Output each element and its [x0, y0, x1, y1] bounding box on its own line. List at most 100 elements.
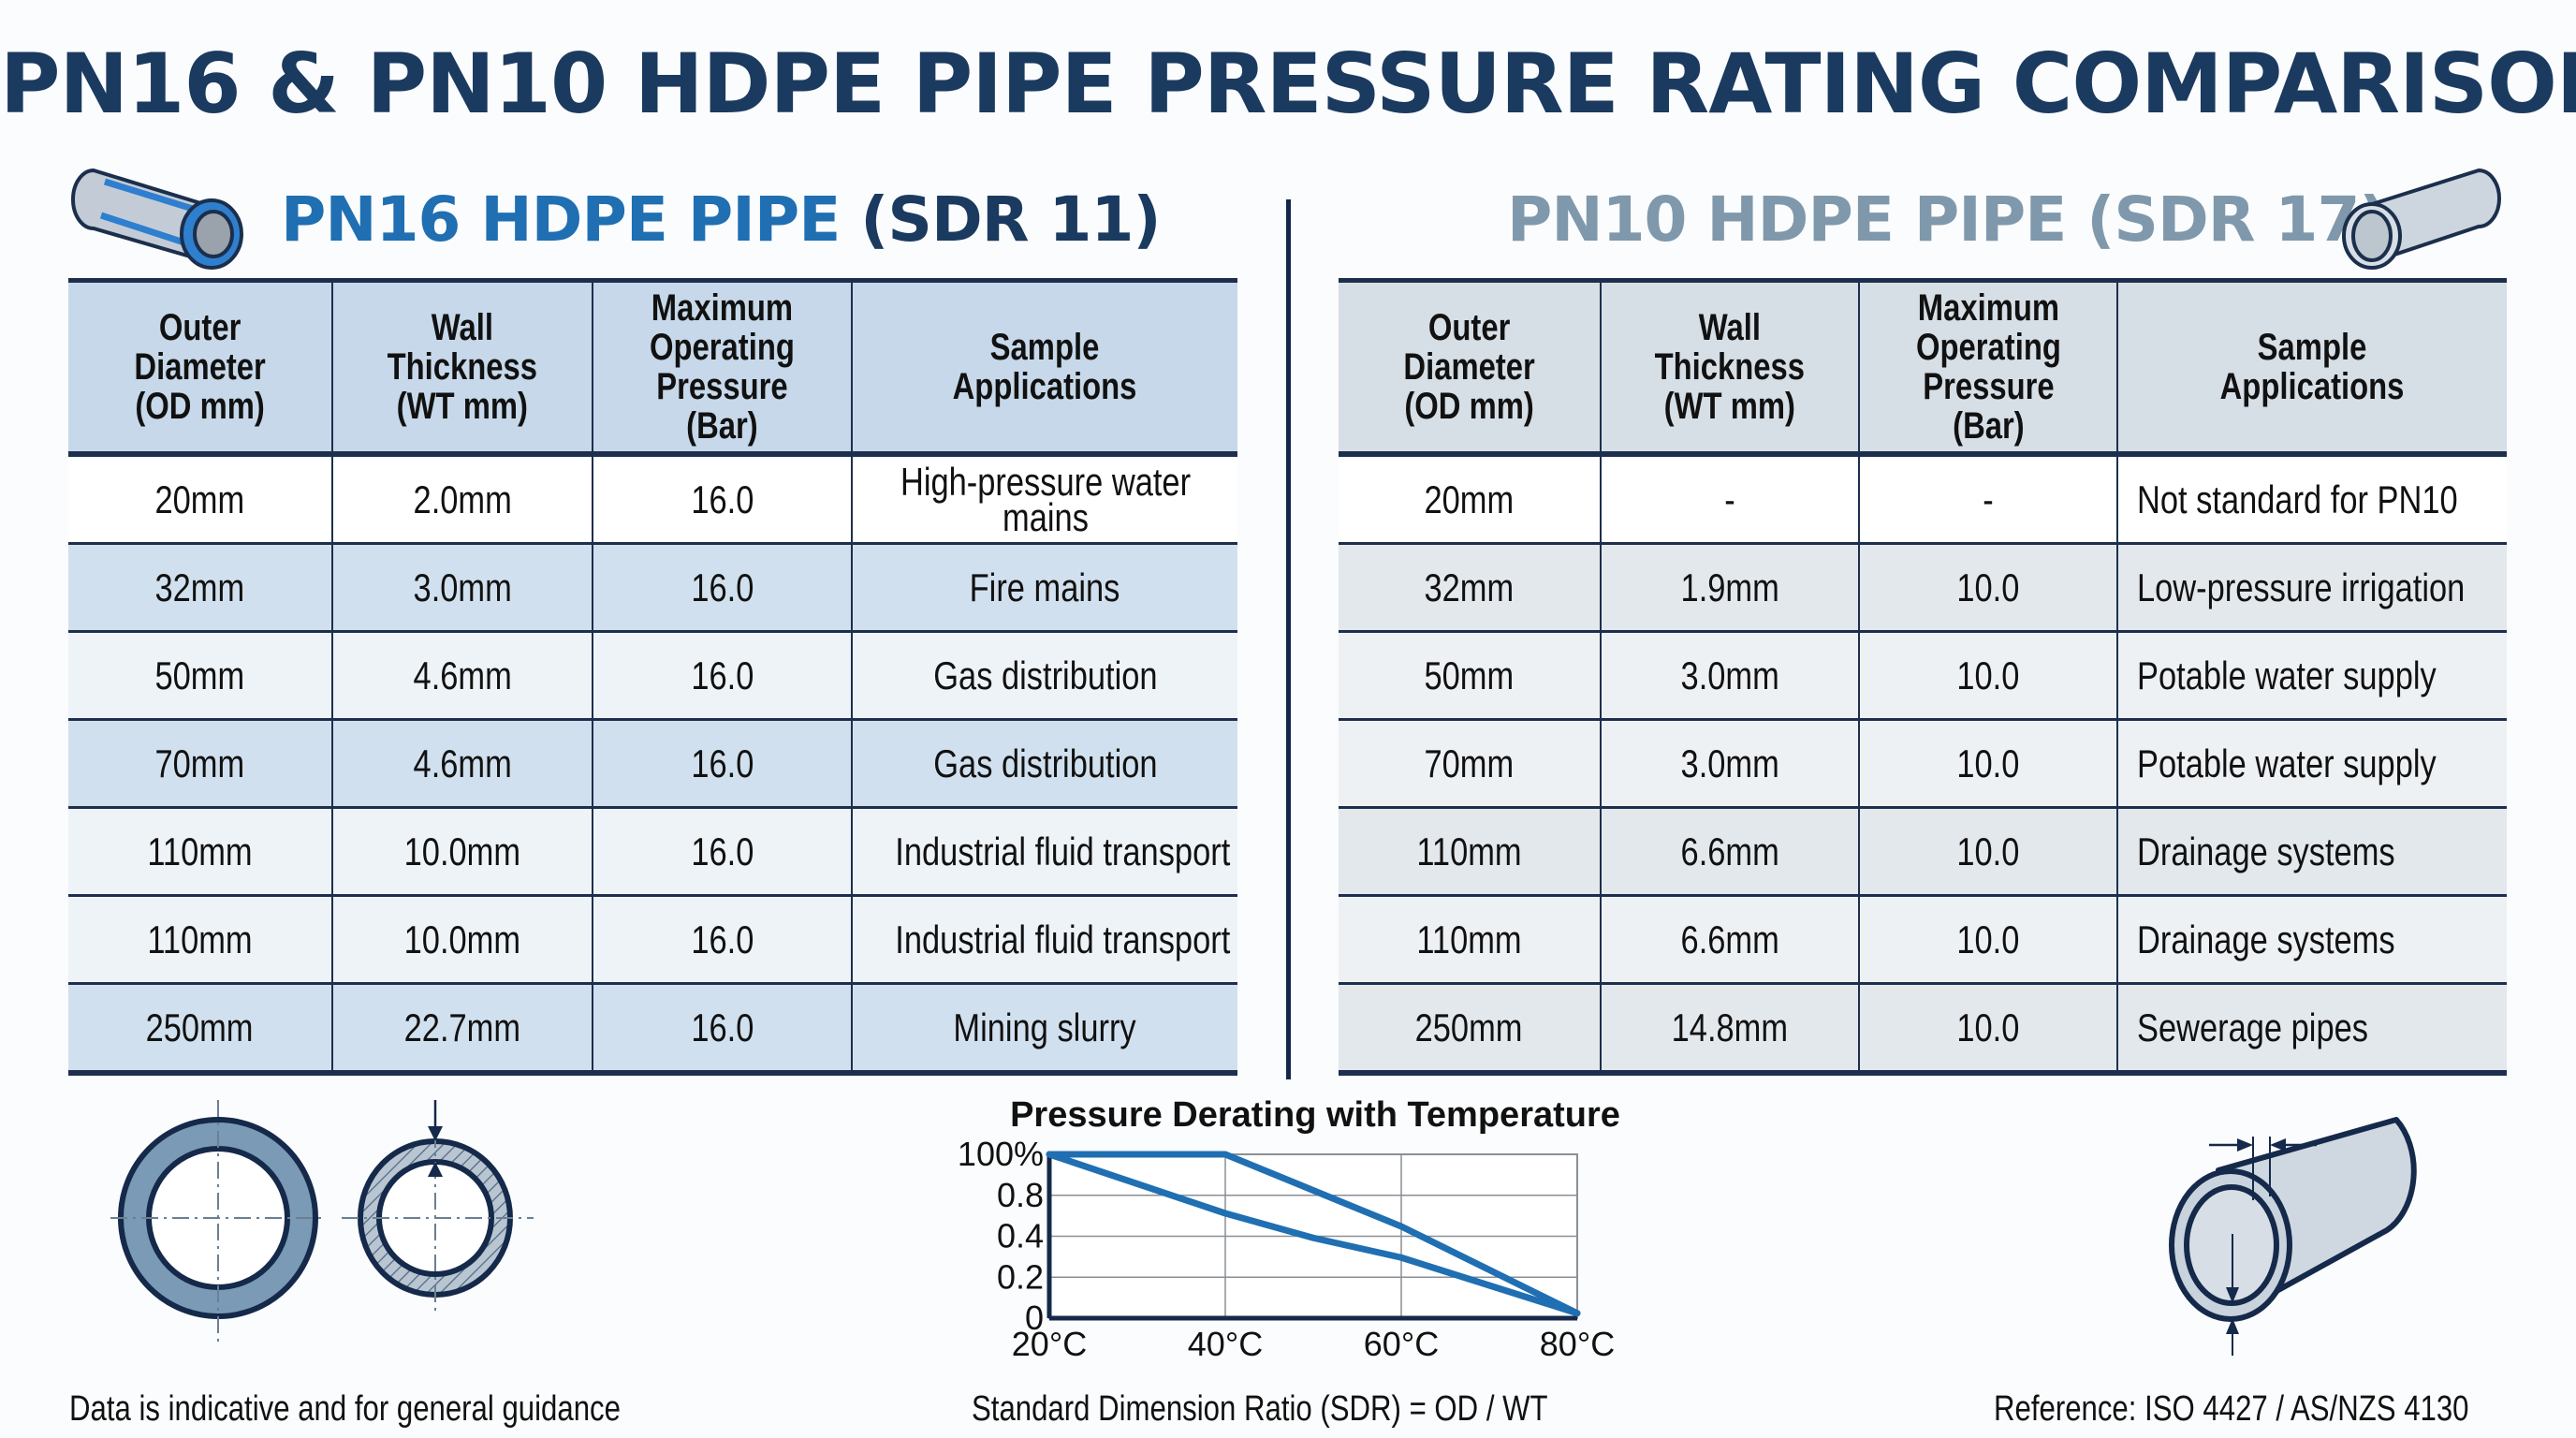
cell-wt: 4.6mm: [331, 631, 593, 721]
pn16-section-title: PN16 HDPE PIPE (SDR 11): [281, 183, 1162, 256]
cell-od: 32mm: [1339, 543, 1602, 633]
cell-wt: 22.7mm: [331, 983, 593, 1076]
cell-application: Potable water supply: [2116, 631, 2507, 721]
y-tick-label: 0.8: [997, 1176, 1044, 1214]
series-line-1: [1046, 1151, 1581, 1317]
cell-od: 70mm: [68, 719, 333, 809]
cell-pressure: 16.0: [592, 807, 853, 897]
column-header-pressure: Maximum Operating Pressure (Bar): [1858, 278, 2118, 457]
cell-pressure: 16.0: [592, 895, 853, 985]
footnote-sdr-formula: Standard Dimension Ratio (SDR) = OD / WT: [972, 1389, 1548, 1429]
x-tick-label: 60°C: [1364, 1325, 1439, 1363]
table-row: 250mm 14.8mm 10.0 Sewerage pipes: [1339, 983, 2507, 1076]
table-row: 70mm 3.0mm 10.0 Potable water supply: [1339, 719, 2507, 809]
cell-application: Drainage systems: [2116, 895, 2507, 985]
cell-od: 110mm: [1339, 807, 1602, 897]
pn16-table: Outer Diameter (OD mm) Wall Thickness (WT mm…: [68, 278, 1237, 1076]
cell-pressure: 16.0: [592, 719, 853, 809]
cell-od: 110mm: [68, 807, 333, 897]
cell-wt: 6.6mm: [1600, 895, 1860, 985]
pn10-table: Outer Diameter (OD mm) Wall Thickness (WT mm…: [1339, 278, 2507, 1076]
cell-od: 70mm: [1339, 719, 1602, 809]
page-title: PN16 & PN10 HDPE PIPE PRESSURE RATING CO…: [0, 36, 2576, 132]
arrow-down-icon: [428, 1126, 443, 1141]
cell-od: 20mm: [1339, 454, 1602, 545]
table-row: 50mm 3.0mm 10.0 Potable water supply: [1339, 631, 2507, 721]
cell-wt: 10.0mm: [331, 807, 593, 897]
table-row: 50mm 4.6mm 16.0 Gas distribution: [68, 631, 1237, 721]
cell-wt: 14.8mm: [1600, 983, 1860, 1076]
x-tick-label: 80°C: [1540, 1325, 1615, 1363]
footnote-reference: Reference: ISO 4427 / AS/NZS 4130: [1994, 1389, 2469, 1429]
cell-wt: 6.6mm: [1600, 807, 1860, 897]
column-header-od: Outer Diameter (OD mm): [68, 278, 333, 457]
cell-application: Gas distribution: [851, 719, 1237, 809]
cell-od: 110mm: [68, 895, 333, 985]
cell-od: 50mm: [1339, 631, 1602, 721]
cell-pressure: 16.0: [592, 543, 853, 633]
column-header-applications: Sample Applications: [2116, 278, 2507, 457]
cell-pressure: 10.0: [1858, 543, 2118, 633]
table-row: 70mm 4.6mm 16.0 Gas distribution: [68, 719, 1237, 809]
cell-application: Fire mains: [851, 543, 1237, 633]
table-row: 20mm 2.0mm 16.0 High-pressure water main…: [68, 454, 1237, 545]
x-tick-label: 40°C: [1188, 1325, 1263, 1363]
cell-application: Mining slurry: [851, 983, 1237, 1076]
x-tick-label: 20°C: [1012, 1325, 1087, 1363]
y-tick-label: 100%: [958, 1135, 1044, 1173]
cell-wt: 3.0mm: [1600, 631, 1860, 721]
footnote-disclaimer: Data is indicative and for general guida…: [69, 1389, 621, 1429]
cell-application: High-pressure water mains: [851, 454, 1237, 545]
cell-application: Potable water supply: [2116, 719, 2507, 809]
y-tick-label: 0.4: [997, 1217, 1044, 1255]
cell-od: 250mm: [68, 983, 333, 1076]
cell-wt: 10.0mm: [331, 895, 593, 985]
cell-application: Not standard for PN10: [2116, 454, 2507, 545]
cell-pressure: 10.0: [1858, 631, 2118, 721]
table-row: 110mm 10.0mm 16.0 Industrial fluid trans…: [68, 807, 1237, 897]
arrow-left-icon: [2270, 1138, 2286, 1152]
column-header-wt: Wall Thickness (WT mm): [1600, 278, 1860, 457]
cell-pressure: 16.0: [592, 631, 853, 721]
grey-pipe-icon: [2342, 168, 2501, 270]
pn16-title-main: PN16 HDPE PIPE: [281, 183, 841, 256]
cell-od: 20mm: [68, 454, 333, 545]
cell-wt: 3.0mm: [1600, 719, 1860, 809]
table-row: 110mm 10.0mm 16.0 Industrial fluid trans…: [68, 895, 1237, 985]
cell-pressure: 10.0: [1858, 895, 2118, 985]
table-row: 20mm - - Not standard for PN10: [1339, 454, 2507, 545]
cell-application: Industrial fluid transport: [851, 807, 1237, 897]
cell-pressure: 10.0: [1858, 719, 2118, 809]
pipe-wall-thickness-diagram-icon: [2169, 1117, 2417, 1356]
cell-pressure: 16.0: [592, 454, 853, 545]
arrow-right-icon: [2237, 1138, 2253, 1152]
cell-application: Sewerage pipes: [2116, 983, 2507, 1076]
cell-od: 50mm: [68, 631, 333, 721]
cell-wt: 4.6mm: [331, 719, 593, 809]
cell-application: Drainage systems: [2116, 807, 2507, 897]
pipe-cross-section-diagrams: [110, 1100, 534, 1342]
table-row: 32mm 3.0mm 16.0 Fire mains: [68, 543, 1237, 633]
cell-od: 32mm: [68, 543, 333, 633]
table-row: 250mm 22.7mm 16.0 Mining slurry: [68, 983, 1237, 1076]
y-tick-label: 0: [1025, 1299, 1044, 1337]
series-line-2: [1046, 1151, 1581, 1317]
arrow-up-icon: [428, 1162, 443, 1177]
arrow-up-icon: [2226, 1318, 2239, 1334]
cell-pressure: 10.0: [1858, 807, 2118, 897]
cell-pressure: 10.0: [1858, 983, 2118, 1076]
thick-wall-pipe-section-icon: [110, 1100, 326, 1342]
cell-wt: 1.9mm: [1600, 543, 1860, 633]
cell-application: Gas distribution: [851, 631, 1237, 721]
table-row: 32mm 1.9mm 10.0 Low-pressure irrigation: [1339, 543, 2507, 633]
pn10-section-title: PN10 HDPE PIPE (SDR 17): [1507, 183, 2388, 256]
table-row: 110mm 6.6mm 10.0 Drainage systems: [1339, 895, 2507, 985]
pn16-title-sdr: (SDR 11): [860, 183, 1161, 256]
cell-wt: -: [1600, 454, 1860, 545]
cell-wt: 3.0mm: [331, 543, 593, 633]
blue-pipe-icon: [71, 168, 243, 270]
cell-od: 110mm: [1339, 895, 1602, 985]
cell-pressure: 16.0: [592, 983, 853, 1076]
section-divider: [1286, 199, 1291, 1079]
